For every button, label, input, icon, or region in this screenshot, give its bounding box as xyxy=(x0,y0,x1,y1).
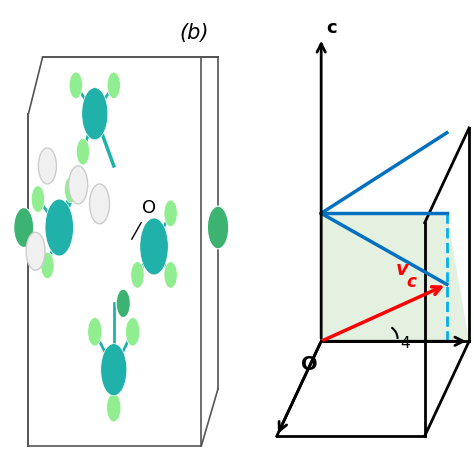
Circle shape xyxy=(131,262,144,288)
Circle shape xyxy=(82,88,108,140)
Circle shape xyxy=(41,252,54,279)
Text: (b): (b) xyxy=(180,23,209,43)
Circle shape xyxy=(64,176,78,203)
Circle shape xyxy=(69,72,82,99)
Circle shape xyxy=(140,218,168,275)
Text: O: O xyxy=(301,355,318,374)
Text: $\boldsymbol{c}$: $\boldsymbol{c}$ xyxy=(406,273,418,291)
Circle shape xyxy=(164,200,177,227)
Circle shape xyxy=(107,72,120,99)
Text: $\boldsymbol{v}$: $\boldsymbol{v}$ xyxy=(395,260,410,279)
Circle shape xyxy=(88,318,102,346)
Circle shape xyxy=(126,318,140,346)
Circle shape xyxy=(90,184,109,224)
Circle shape xyxy=(38,148,56,184)
Text: 4: 4 xyxy=(400,337,410,351)
Circle shape xyxy=(107,393,121,422)
Circle shape xyxy=(45,199,73,256)
Polygon shape xyxy=(321,213,469,341)
Circle shape xyxy=(100,344,127,396)
Text: O: O xyxy=(132,199,156,239)
Circle shape xyxy=(69,166,88,204)
Circle shape xyxy=(208,206,228,249)
Circle shape xyxy=(164,262,177,288)
Circle shape xyxy=(26,232,45,270)
Text: c: c xyxy=(326,19,337,37)
Circle shape xyxy=(14,208,34,247)
Circle shape xyxy=(76,138,90,165)
Circle shape xyxy=(116,289,130,318)
Circle shape xyxy=(31,186,45,212)
